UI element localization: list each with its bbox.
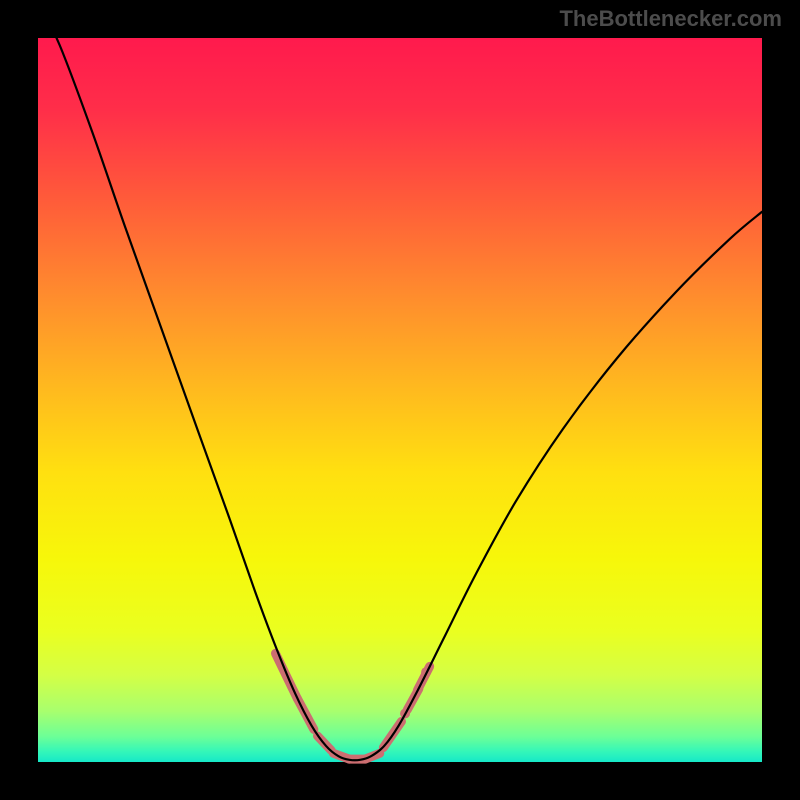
floor-markers bbox=[275, 653, 431, 759]
curve-layer bbox=[38, 38, 762, 762]
watermark-text: TheBottlenecker.com bbox=[559, 6, 782, 32]
bottleneck-curve bbox=[38, 2, 762, 760]
chart-stage: TheBottlenecker.com bbox=[0, 0, 800, 800]
plot-area bbox=[38, 38, 762, 762]
